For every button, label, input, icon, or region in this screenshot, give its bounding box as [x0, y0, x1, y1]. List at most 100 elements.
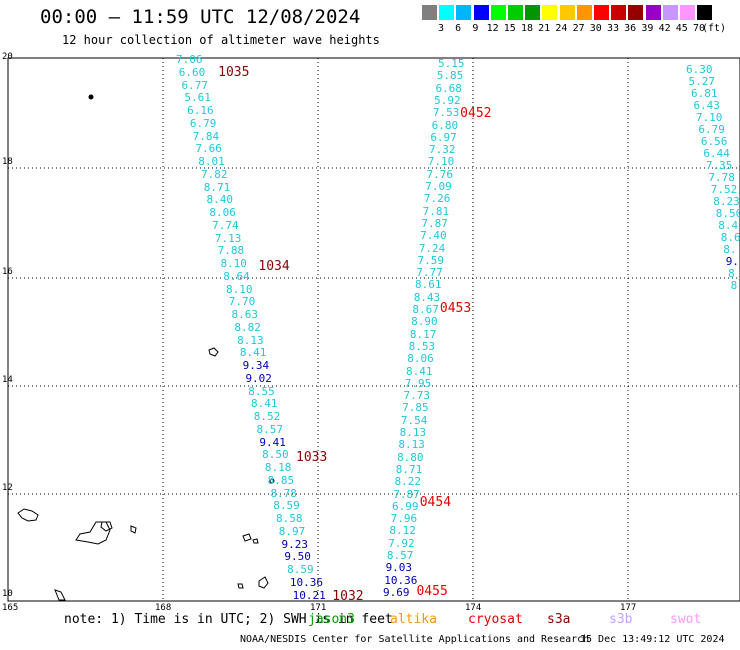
pass-time-label: 1032: [332, 589, 364, 604]
wave-height-value: 7.54: [400, 413, 428, 427]
legend-label: 30: [589, 23, 602, 34]
lat-label: 12: [2, 483, 13, 493]
pass-time-label: 1034: [258, 259, 290, 274]
wave-height-value: 8.06: [407, 352, 434, 366]
wave-height-value: 8.23: [713, 195, 740, 208]
wave-height-value: 7.70: [228, 295, 256, 309]
wave-height-value: 7.87: [421, 216, 448, 230]
wave-height-value: 6.97: [430, 130, 457, 144]
pass-time-label: 1035: [218, 65, 250, 80]
legend-label: 12: [486, 23, 499, 34]
legend-swatch: [697, 5, 713, 20]
wave-height-value: 8.10: [226, 282, 253, 296]
lat-label: 10: [2, 589, 13, 599]
wave-height-value: 7.40: [420, 229, 447, 243]
legend-swatch: [628, 5, 644, 20]
wave-height-value: 6.30: [686, 63, 713, 76]
wave-height-value: 7.74: [212, 218, 239, 232]
wave-height-value: 6.68: [435, 81, 462, 95]
wave-height-value: 7.24: [418, 241, 446, 255]
color-legend: 3 6 9 12 15 18 21 24 27 30 33 36 39 42 45 70 (ft): [422, 5, 740, 39]
wave-height-value: 9.: [725, 255, 739, 268]
wave-height-value: 7.10: [427, 155, 455, 169]
wave-height-value: 8.63: [231, 308, 259, 321]
wave-height-value: 8.64: [223, 269, 250, 283]
wave-height-value: 8.22: [394, 475, 422, 489]
wave-height-value: 8.71: [395, 462, 423, 476]
wave-height-value: 6.43: [693, 99, 720, 112]
wave-height-value: 9.69: [383, 585, 410, 599]
wave-height-value: 5.15: [438, 57, 465, 70]
legend-swatch: [422, 5, 437, 20]
legend-label: 70: [692, 23, 706, 34]
lat-label: 14: [2, 375, 13, 385]
map-subtitle: 12 hour collection of altimeter wave hei…: [62, 33, 380, 47]
land-islands: [17, 94, 275, 601]
wave-height-value: 5.61: [184, 91, 211, 105]
wave-height-value: 9.03: [385, 561, 413, 575]
wave-height-value: 8.97: [278, 524, 306, 538]
wave-height-value: 6.77: [181, 78, 209, 92]
legend-label: 24: [555, 23, 568, 34]
wave-height-value: 5.85: [436, 69, 464, 83]
wave-height-value: 8.90: [411, 315, 438, 329]
wave-height-value: 9.02: [245, 371, 272, 385]
wave-height-value: 6.16: [187, 104, 214, 117]
island-outline: [130, 525, 137, 534]
wave-height-value: 9.41: [259, 435, 286, 449]
wave-height-value: 8.13: [399, 426, 427, 439]
wave-height-value: 7.35: [705, 159, 733, 172]
island-outline: [258, 576, 269, 589]
wave-height-value: 6.80: [431, 118, 459, 132]
wave-height-value: 8.59: [287, 563, 314, 576]
island-outline: [17, 508, 39, 522]
wave-height-value: 6.56: [700, 135, 728, 148]
legend-label: 6: [455, 23, 462, 34]
legend-label: 3: [437, 23, 445, 34]
legend-label: 18: [520, 23, 534, 34]
legend-swatch: [473, 5, 489, 20]
wave-height-value: 7.76: [426, 167, 453, 181]
island-marker: [88, 94, 94, 100]
wave-height-value: 7.81: [422, 204, 450, 218]
lat-label: 16: [2, 267, 13, 277]
wave-height-value: 8.58: [276, 512, 303, 525]
wave-height-value: 8.55: [248, 384, 275, 398]
wave-height-value: 7.13: [214, 231, 242, 245]
pass-time-label: 0455: [416, 584, 448, 599]
map-frame: [7, 57, 740, 602]
wave-height-value: 8: [730, 279, 738, 292]
wave-height-value: 8: [728, 267, 735, 280]
map-title: 00:00 – 11:59 UTC 12/08/2024: [40, 6, 361, 28]
satellite-label-s3b: s3b: [609, 612, 633, 627]
island-outline: [237, 583, 244, 589]
lon-label: 165: [2, 603, 19, 613]
wave-height-value: 6.60: [178, 65, 206, 79]
wave-height-value: 8.82: [234, 320, 261, 334]
wave-height-value: 8.61: [414, 278, 442, 292]
legend-label: 39: [641, 23, 654, 34]
footer-note: note: 1) Time is in UTC; 2) SWH is in fe…: [64, 612, 393, 627]
legend-swatch: [490, 5, 506, 20]
wave-height-value: 8.41: [239, 346, 267, 360]
wave-height-value: 8.17: [409, 327, 437, 341]
legend-label: 36: [624, 23, 637, 34]
wave-height-value: 7.10: [695, 111, 723, 124]
legend-swatch: [542, 5, 558, 20]
legend-swatch: [576, 5, 592, 20]
wave-height-value: 7.87: [393, 487, 420, 501]
wave-height-value: 8.71: [203, 180, 231, 194]
wave-height-value: 6.99: [391, 499, 419, 513]
wave-height-value: 7.88: [217, 244, 245, 258]
wave-height-value: 8.67: [412, 303, 439, 316]
legend-label: 15: [503, 23, 516, 34]
lat-label: 18: [2, 157, 13, 167]
wave-height-value: 10.36: [289, 575, 324, 589]
wave-height-value: 7.84: [192, 129, 220, 143]
wave-height-value: 7.09: [425, 180, 452, 193]
wave-height-value: 8.78: [270, 486, 297, 500]
wave-height-value: 8.52: [253, 410, 281, 423]
wave-height-value: 8.13: [398, 438, 425, 452]
satellite-label-cryosat: cryosat: [468, 612, 523, 627]
